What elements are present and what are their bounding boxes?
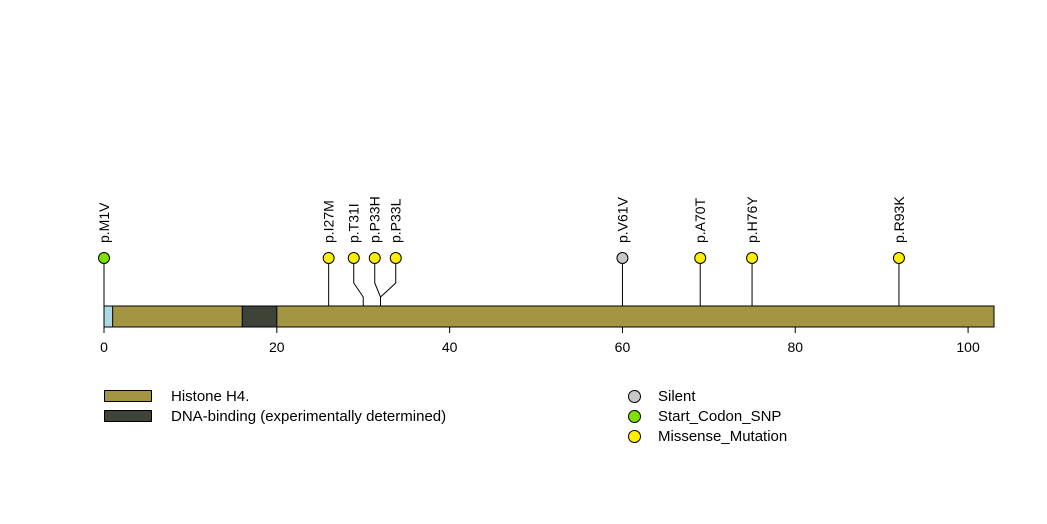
mutation-dot-0	[98, 252, 110, 264]
x-tick-label-20: 20	[269, 339, 285, 355]
mutation-dot-2	[347, 252, 360, 264]
stem-2	[353, 258, 364, 306]
class-legend-label: Silent	[658, 388, 696, 405]
class-legend-label: Start_Codon_SNP	[658, 408, 782, 425]
stem-4	[380, 258, 397, 306]
mutation-label-1: p.I27M	[321, 200, 337, 243]
domain-0	[112, 306, 995, 327]
class-legend-dot	[628, 410, 641, 423]
mutation-dot-8	[892, 252, 905, 264]
x-tick-label-0: 0	[100, 339, 108, 355]
mutation-label-7: p.H76Y	[744, 196, 760, 243]
mutation-dot-4	[389, 252, 402, 264]
mutation-dot-7	[746, 252, 759, 264]
class-legend-dot	[628, 430, 641, 443]
mutation-label-4: p.P33L	[388, 198, 404, 243]
domain-legend-label: Histone H4.	[171, 388, 250, 405]
class-legend-dot	[628, 390, 641, 403]
mutation-label-0: p.M1V	[96, 202, 112, 243]
x-tick-label-60: 60	[615, 339, 631, 355]
mutation-dot-5	[616, 252, 629, 264]
mutation-label-5: p.V61V	[614, 196, 630, 243]
x-tick-label-40: 40	[442, 339, 458, 355]
class-legend-label: Missense_Mutation	[658, 428, 788, 445]
mutation-label-8: p.R93K	[891, 196, 907, 243]
domain-legend-swatch	[104, 410, 152, 422]
mutation-dot-1	[322, 252, 335, 264]
mutation-dot-3	[368, 252, 381, 264]
mutation-label-2: p.T31I	[346, 203, 362, 243]
mutation-dot-6	[694, 252, 707, 264]
x-tick-label-80: 80	[787, 339, 803, 355]
start-segment	[104, 306, 113, 327]
domain-1	[242, 306, 277, 327]
x-tick-label-100: 100	[956, 339, 980, 355]
domain-legend-swatch	[104, 390, 152, 402]
mutation-label-3: p.P33H	[367, 196, 383, 243]
stem-3	[374, 258, 382, 306]
domain-legend-label: DNA-binding (experimentally determined)	[171, 408, 447, 425]
mutation-label-6: p.A70T	[692, 197, 708, 243]
